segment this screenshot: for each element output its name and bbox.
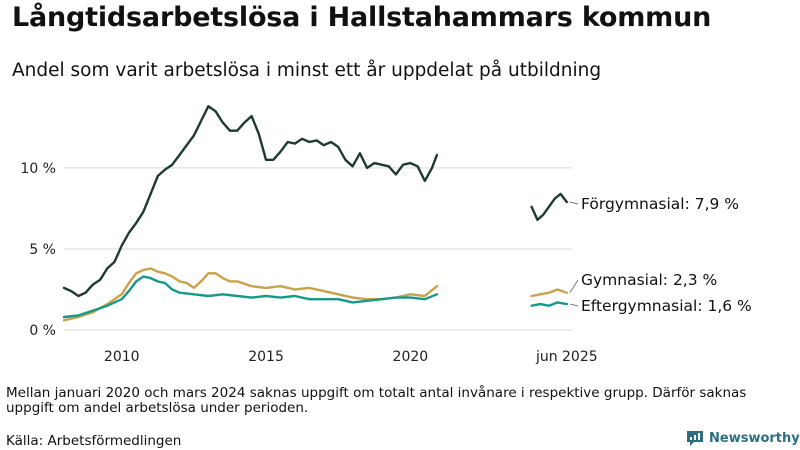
- chart-subtitle: Andel som varit arbetslösa i minst ett å…: [12, 60, 602, 81]
- series-line-forgymnasial: [530, 192, 568, 222]
- y-tick-label: 0 %: [29, 323, 56, 339]
- x-tick-label: 2020: [393, 349, 429, 365]
- series-line-forgymnasial: [62, 105, 439, 298]
- grid: [64, 167, 572, 331]
- series-line-gymnasial: [530, 288, 568, 298]
- x-axis: 2010 2015 2020 jun 2025: [104, 349, 598, 365]
- brand-name: Newsworthy: [709, 430, 800, 446]
- brand-logo: Newsworthy: [686, 428, 800, 448]
- chart-title: Långtidsarbetslösa i Hallstahammars komm…: [12, 2, 712, 33]
- end-label-forgymnasial: Förgymnasial: 7,9 %: [581, 195, 739, 213]
- y-axis: 0 % 5 % 10 %: [20, 161, 56, 339]
- end-label-eftergymnasial: Eftergymnasial: 1,6 %: [581, 297, 752, 315]
- end-label-gymnasial: Gymnasial: 2,3 %: [581, 271, 717, 289]
- footnote: Mellan januari 2020 och mars 2024 saknas…: [6, 385, 747, 416]
- series-end-labels: Förgymnasial: 7,9 % Gymnasial: 2,3 % Efter…: [569, 195, 752, 315]
- series-lines: [62, 105, 568, 322]
- x-tick-label: 2015: [248, 349, 284, 365]
- end-label-connector: [569, 279, 579, 293]
- x-tick-label: jun 2025: [535, 349, 598, 365]
- source-note: Källa: Arbetsförmedlingen: [6, 433, 182, 449]
- x-tick-label: 2010: [104, 349, 140, 365]
- series-line-gymnasial: [62, 267, 439, 322]
- end-label-connector: [569, 201, 579, 205]
- y-tick-label: 5 %: [29, 242, 56, 258]
- end-label-connector: [569, 303, 579, 307]
- series-line-eftergymnasial: [62, 275, 439, 319]
- newsworthy-logo-icon: [687, 431, 703, 446]
- y-tick-label: 10 %: [20, 161, 56, 177]
- series-line-eftergymnasial: [530, 301, 568, 307]
